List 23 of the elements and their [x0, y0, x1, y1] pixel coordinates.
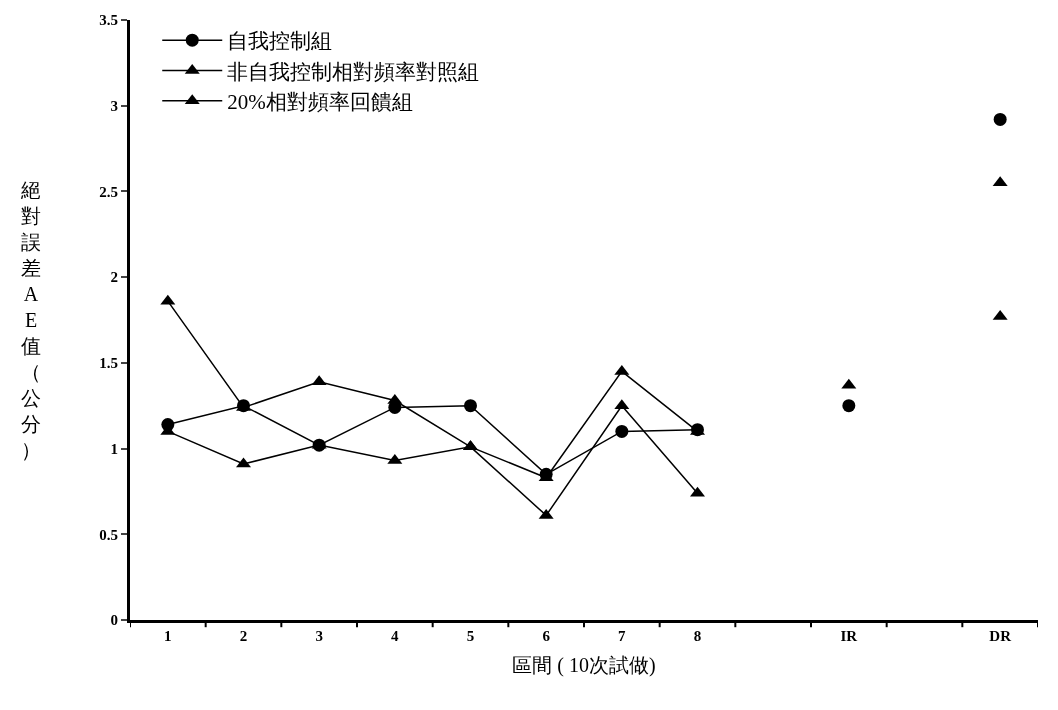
legend-label: 20%相對頻率回饋組: [227, 89, 413, 114]
x-tick-label: 6: [542, 628, 551, 644]
x-tick-label: 3: [315, 628, 323, 644]
x-tick-label: DR: [989, 628, 1012, 644]
y-tick-label: 1: [110, 440, 118, 457]
x-tick-label: 8: [693, 628, 702, 644]
legend-label: 自我控制組: [227, 29, 333, 54]
x-axis-title: 區間 ( 10次試做): [512, 653, 656, 677]
y-tick-label: 3.5: [99, 12, 118, 29]
y-tick-label: 0: [110, 612, 118, 629]
x-tick-label: 7: [618, 628, 627, 644]
y-tick-label: 2.5: [99, 183, 118, 200]
x-tick-label: 2: [239, 628, 248, 644]
legend-label: 非自我控制相對頻率對照組: [227, 59, 480, 84]
x-tick-label: IR: [840, 628, 858, 644]
y-tick-label: 0.5: [99, 526, 118, 543]
text: 絕對誤差AE值（公分）: [21, 179, 41, 461]
y-tick-label: 1.5: [99, 355, 118, 372]
y-tick-label: 3: [110, 97, 118, 114]
x-tick-label: 1: [164, 628, 172, 644]
x-tick-label: 4: [391, 628, 400, 644]
x-tick-label: 5: [466, 628, 475, 644]
y-tick-label: 2: [110, 269, 118, 286]
